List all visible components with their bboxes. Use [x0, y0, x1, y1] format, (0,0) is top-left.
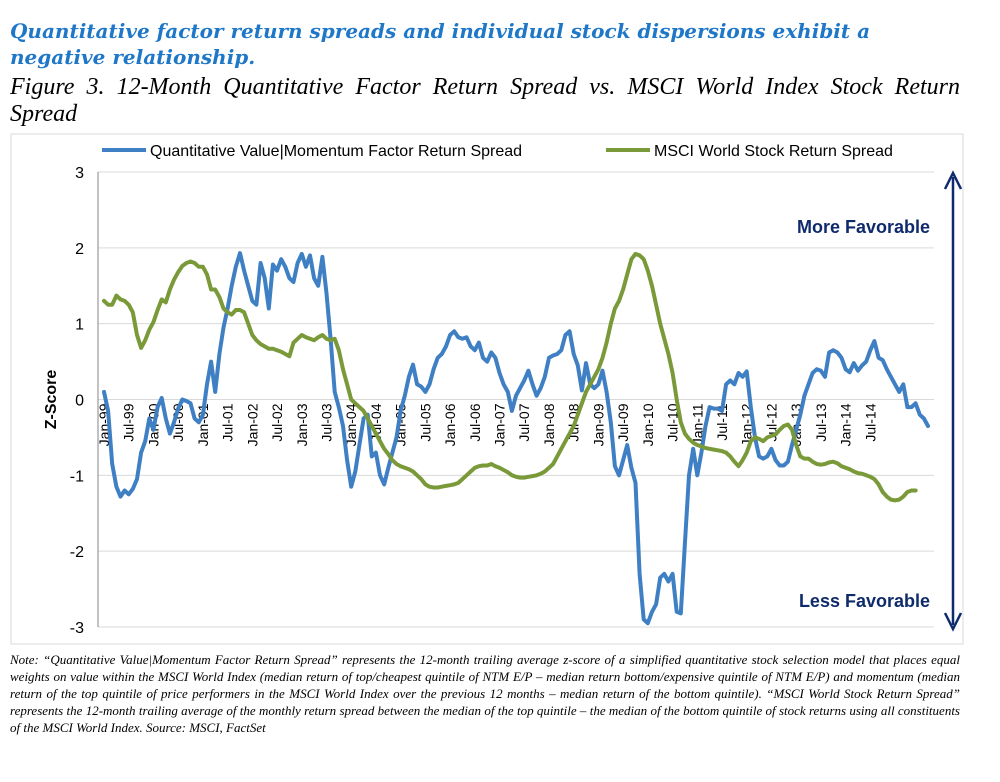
arrow-head-down: [943, 612, 963, 632]
headline: Quantitative factor return spreads and i…: [10, 19, 871, 69]
chart-border: [10, 133, 964, 645]
x-tick-label: Jul-05: [417, 403, 433, 441]
y-tick-label: -2: [70, 544, 84, 561]
x-tick-label: Jul-09: [615, 403, 631, 441]
y-tick-label: -1: [70, 468, 84, 485]
figure-title: Figure 3. 12-Month Quantitative Factor R…: [10, 74, 960, 127]
x-tick-label: Jan-09: [590, 403, 606, 446]
x-tick-label: Jul-13: [813, 403, 829, 441]
y-tick-label: -3: [70, 620, 84, 637]
legend-label-2: MSCI World Stock Return Spread: [654, 143, 893, 160]
y-tick-label: 2: [75, 241, 84, 258]
x-tick-label: Jan-08: [541, 403, 557, 446]
series-line-2: [102, 251, 918, 503]
x-tick-label: Jul-11: [714, 403, 730, 440]
x-tick-label: Jan-07: [492, 403, 508, 446]
x-tick-label: Jan-14: [838, 403, 854, 446]
x-tick-label: Jan-03: [294, 403, 310, 446]
footnote: Note: “Quantitative Value|Momentum Facto…: [10, 652, 960, 735]
x-tick-label: Jul-07: [516, 403, 532, 441]
series-line-1: [102, 251, 930, 626]
x-tick-label: Jul-14: [862, 403, 878, 441]
x-tick-label: Jan-02: [244, 403, 260, 446]
y-tick-label: 3: [75, 165, 84, 182]
x-tick-label: Jul-03: [318, 403, 334, 441]
x-tick-label: Jan-11: [689, 403, 705, 445]
x-tick-label: Jan-06: [442, 403, 458, 446]
y-tick-label: 0: [75, 393, 84, 410]
x-tick-label: Jul-00: [170, 403, 186, 441]
arrow-head-up: [943, 170, 963, 190]
chart-area: 3 2 1 0 -1 -2 -3 Z-Score Jan-99 Jul-99 Jan-00 Jul-0…: [10, 133, 964, 645]
x-tick-label: Jul-10: [665, 403, 681, 441]
x-tick-label: Jan-04: [343, 403, 359, 446]
annotation-more-favorable: More Favorable: [797, 217, 930, 237]
annotation-less-favorable: Less Favorable: [799, 591, 930, 611]
x-tick-label: Jan-10: [640, 403, 656, 446]
x-tick-label: Jul-06: [467, 403, 483, 441]
y-axis-title: Z-Score: [43, 370, 60, 430]
x-tick-label: Jul-04: [368, 403, 384, 441]
x-tick-label: Jul-99: [121, 403, 137, 441]
x-tick-label: Jul-01: [220, 403, 236, 441]
legend-label-1: Quantitative Value|Momentum Factor Retur…: [150, 143, 522, 160]
x-tick-label: Jul-02: [269, 403, 285, 441]
y-tick-label: 1: [75, 317, 84, 334]
x-tick-label: Jan-01: [195, 403, 211, 446]
